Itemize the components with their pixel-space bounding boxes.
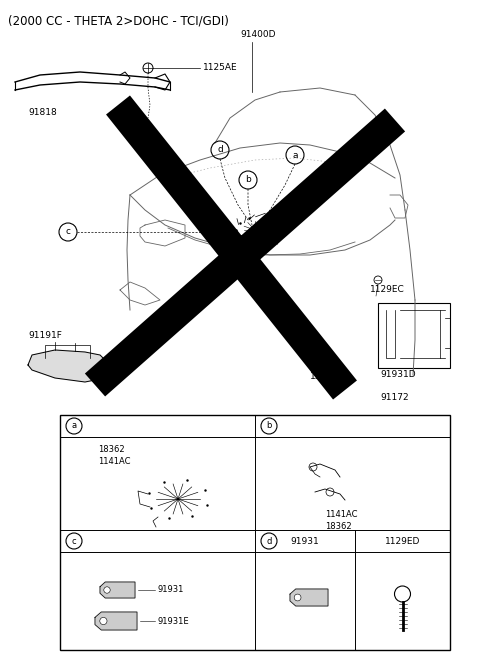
- Text: 91400D: 91400D: [240, 30, 276, 39]
- Text: 1339CC: 1339CC: [310, 372, 346, 381]
- Polygon shape: [100, 582, 135, 598]
- Circle shape: [294, 594, 301, 601]
- Text: 18362: 18362: [325, 522, 352, 531]
- Polygon shape: [95, 612, 137, 630]
- Text: 91191F: 91191F: [28, 331, 62, 340]
- Text: b: b: [266, 422, 272, 430]
- Text: a: a: [292, 151, 298, 159]
- Polygon shape: [28, 350, 110, 382]
- Text: 1125AE: 1125AE: [203, 64, 238, 72]
- Text: 91818: 91818: [28, 108, 57, 117]
- Text: 91931E: 91931E: [157, 617, 189, 626]
- Text: 1129EC: 1129EC: [370, 285, 405, 294]
- Text: d: d: [217, 145, 223, 155]
- Text: c: c: [65, 228, 71, 236]
- Text: 18362: 18362: [98, 445, 125, 454]
- Text: b: b: [245, 176, 251, 184]
- Text: 91931: 91931: [290, 536, 319, 545]
- Text: a: a: [72, 422, 77, 430]
- Bar: [60, 415, 450, 650]
- Text: 1141AC: 1141AC: [325, 510, 358, 519]
- Text: (2000 CC - THETA 2>DOHC - TCI/GDI): (2000 CC - THETA 2>DOHC - TCI/GDI): [8, 14, 229, 27]
- Text: 1129ED: 1129ED: [385, 536, 420, 545]
- Polygon shape: [290, 589, 328, 606]
- Text: 91931D: 91931D: [380, 370, 416, 379]
- Bar: [378, 303, 450, 368]
- Text: d: d: [266, 536, 272, 545]
- Text: 91172: 91172: [380, 393, 408, 402]
- Circle shape: [104, 587, 110, 594]
- Circle shape: [100, 617, 107, 624]
- Text: c: c: [72, 536, 76, 545]
- Text: 1141AC: 1141AC: [98, 457, 131, 466]
- Text: 91931: 91931: [157, 586, 183, 594]
